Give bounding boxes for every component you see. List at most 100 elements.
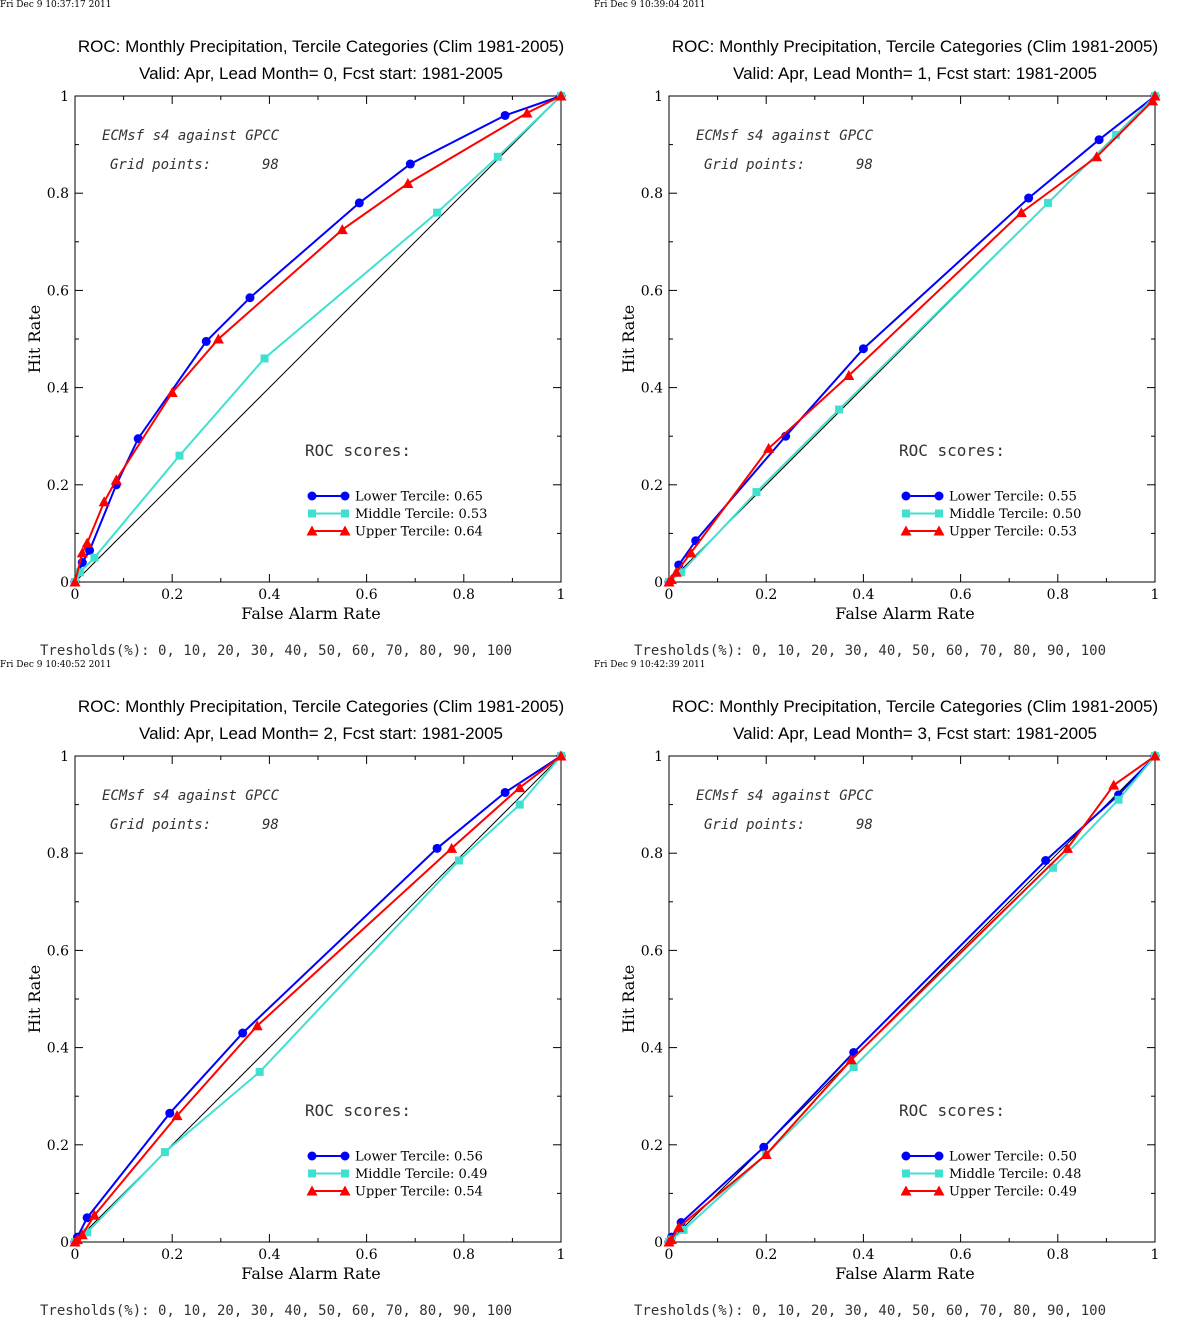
- data-point-upper: [1149, 90, 1161, 101]
- roc-panel-lead-0: Fri Dec 9 10:37:17 2011 ROC: Monthly Pre…: [0, 0, 594, 660]
- data-point-upper: [555, 90, 567, 101]
- y-tick-label: 0.4: [641, 1041, 663, 1057]
- legend-marker-middle: [902, 509, 910, 518]
- x-axis-label: False Alarm Rate: [835, 604, 974, 623]
- series-line-lower: [668, 95, 1156, 583]
- data-point-lower: [500, 110, 510, 120]
- data-point-upper: [1091, 151, 1103, 162]
- data-point-middle: [677, 568, 686, 577]
- data-point-lower: [500, 787, 510, 797]
- data-point-upper: [76, 547, 88, 558]
- legend-marker-upper: [933, 525, 945, 536]
- data-point-lower: [165, 1108, 175, 1118]
- data-point-upper: [81, 537, 93, 548]
- legend-label-lower: Lower Tercile: 0.55: [949, 490, 1077, 505]
- data-point-middle: [849, 1063, 858, 1072]
- legend-label-middle: Middle Tercile: 0.53: [355, 507, 487, 522]
- chart-subtitle: Valid: Apr, Lead Month= 2, Fcst start: 1…: [139, 724, 503, 743]
- legend-marker-middle: [935, 509, 943, 518]
- data-point-upper: [1149, 750, 1161, 761]
- y-axis-label: Hit Rate: [25, 305, 44, 373]
- thresholds-note: Tresholds(%): 0, 10, 20, 30, 40, 50, 60,…: [634, 643, 1106, 659]
- chart-subtitle: Valid: Apr, Lead Month= 0, Fcst start: 1…: [139, 64, 503, 83]
- roc-chart-lead-3: ROC: Monthly Precipitation, Tercile Cate…: [619, 697, 1161, 1319]
- x-tick-label: 0.2: [755, 587, 777, 603]
- roc-panel-lead-2: Fri Dec 9 10:40:52 2011 ROC: Monthly Pre…: [0, 660, 594, 1320]
- data-point-lower: [432, 843, 442, 853]
- annotation-model: ECMsf s4 against GPCC: [696, 128, 874, 144]
- legend-marker-middle: [902, 1169, 910, 1178]
- timestamp: Fri Dec 9 10:37:17 2011: [0, 0, 112, 10]
- timestamp: Fri Dec 9 10:42:39 2011: [594, 660, 706, 670]
- annotation-grid-label: Grid points:: [110, 817, 211, 833]
- legend-label-lower: Lower Tercile: 0.56: [355, 1150, 483, 1165]
- x-tick-label: 0.4: [258, 587, 280, 603]
- y-axis-label: Hit Rate: [619, 305, 638, 373]
- data-point-upper: [763, 442, 775, 453]
- data-point-lower: [858, 344, 868, 354]
- data-point-upper: [76, 1229, 88, 1240]
- y-tick-label: 1: [654, 749, 663, 765]
- data-point-upper: [251, 1020, 263, 1031]
- x-axis-label: False Alarm Rate: [835, 1264, 974, 1283]
- data-point-lower: [85, 545, 95, 555]
- x-tick-label: 1: [557, 1247, 566, 1263]
- chart-title: ROC: Monthly Precipitation, Tercile Cate…: [672, 37, 1158, 56]
- legend-label-lower: Lower Tercile: 0.65: [355, 490, 483, 505]
- data-point-upper: [665, 1234, 677, 1245]
- data-point-upper: [336, 224, 348, 235]
- data-point-middle: [75, 568, 84, 577]
- x-tick-label: 0.4: [258, 1247, 280, 1263]
- chart-subtitle: Valid: Apr, Lead Month= 1, Fcst start: 1…: [733, 64, 1097, 83]
- annotation-grid-value: 98: [262, 157, 279, 173]
- data-point-lower: [238, 1028, 248, 1038]
- y-tick-label: 0.4: [641, 381, 663, 397]
- x-axis-label: False Alarm Rate: [241, 604, 380, 623]
- y-tick-label: 0.8: [47, 846, 69, 862]
- x-tick-label: 1: [557, 587, 566, 603]
- x-tick-label: 0.8: [453, 587, 475, 603]
- legend-marker-lower: [340, 491, 350, 501]
- x-tick-label: 0: [71, 1247, 80, 1263]
- legend-label-middle: Middle Tercile: 0.48: [949, 1167, 1081, 1182]
- annotation-grid-value: 98: [856, 817, 873, 833]
- y-tick-label: 0.2: [641, 478, 663, 494]
- roc-chart-lead-0: ROC: Monthly Precipitation, Tercile Cate…: [25, 37, 567, 659]
- data-point-upper: [166, 386, 178, 397]
- data-point-middle: [260, 354, 269, 363]
- legend-label-middle: Middle Tercile: 0.50: [949, 507, 1081, 522]
- roc-panel-lead-3: Fri Dec 9 10:42:39 2011 ROC: Monthly Pre…: [594, 660, 1187, 1320]
- roc-chart-lead-1: ROC: Monthly Precipitation, Tercile Cate…: [619, 37, 1161, 659]
- annotation-model: ECMsf s4 against GPCC: [696, 788, 874, 804]
- data-point-lower: [354, 198, 364, 208]
- legend-marker-upper: [933, 1185, 945, 1196]
- data-point-upper: [110, 474, 122, 485]
- x-tick-label: 0.8: [1047, 1247, 1069, 1263]
- no-skill-diagonal: [74, 95, 562, 583]
- data-point-middle: [83, 1228, 92, 1237]
- y-tick-label: 1: [60, 749, 69, 765]
- data-point-upper: [446, 842, 458, 853]
- legend-marker-middle: [935, 1169, 943, 1178]
- annotation-grid-label: Grid points:: [110, 157, 211, 173]
- annotation-grid-value: 98: [262, 817, 279, 833]
- y-tick-label: 1: [60, 89, 69, 105]
- annotation-grid-label: Grid points:: [704, 157, 805, 173]
- data-point-upper: [1062, 842, 1074, 853]
- legend-label-upper: Upper Tercile: 0.53: [949, 525, 1077, 540]
- x-tick-label: 1: [1151, 1247, 1160, 1263]
- y-axis-label: Hit Rate: [25, 965, 44, 1033]
- data-point-upper: [88, 1209, 100, 1220]
- data-point-middle: [1048, 863, 1057, 872]
- data-point-upper: [673, 1221, 685, 1232]
- legend-label-upper: Upper Tercile: 0.64: [355, 525, 483, 540]
- roc-panel-lead-1: Fri Dec 9 10:39:04 2011 ROC: Monthly Pre…: [594, 0, 1187, 660]
- timestamp: Fri Dec 9 10:40:52 2011: [0, 660, 112, 670]
- data-point-middle: [433, 208, 442, 217]
- x-tick-label: 0.4: [852, 1247, 874, 1263]
- data-point-middle: [1044, 198, 1053, 207]
- y-tick-label: 0.2: [47, 478, 69, 494]
- y-tick-label: 0.4: [47, 381, 69, 397]
- data-point-middle: [515, 800, 524, 809]
- x-tick-label: 0: [665, 587, 674, 603]
